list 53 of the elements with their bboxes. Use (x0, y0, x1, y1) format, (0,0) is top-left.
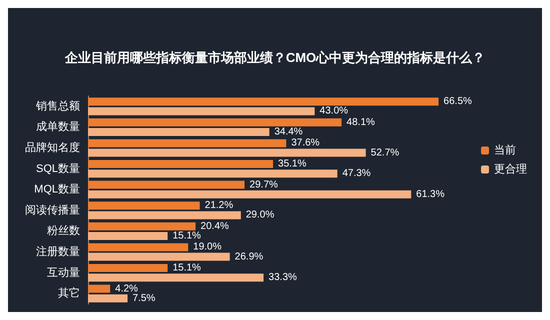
data-label: 47.3% (342, 168, 371, 180)
data-label: 33.3% (268, 272, 297, 284)
data-label: 37.6% (291, 138, 320, 149)
data-label: 43.0% (320, 106, 348, 117)
data-label: 48.1% (346, 116, 376, 128)
y-tick-label: 其它 (58, 286, 80, 300)
data-label: 35.1% (278, 158, 306, 170)
bar (88, 232, 168, 240)
y-tick-label: MQL数量 (34, 184, 80, 196)
data-label: 26.9% (234, 251, 264, 262)
bar (88, 128, 270, 136)
bar (88, 107, 315, 116)
data-label: 66.5% (444, 96, 472, 108)
bar (88, 222, 196, 230)
y-tick-label: 销售总额 (35, 99, 80, 112)
chart-title: 企业目前用哪些指标衡量市场部业绩？CMO心中更为合理的指标是什么？ (64, 50, 486, 65)
bar (88, 264, 168, 272)
data-label: 7.5% (132, 292, 156, 304)
data-label: 29.7% (250, 179, 278, 190)
bar (88, 190, 412, 198)
data-label: 21.2% (204, 200, 234, 212)
bar (88, 274, 264, 282)
data-label: 4.2% (115, 283, 138, 294)
y-tick-label: 注册数量 (36, 245, 80, 258)
bar (88, 243, 188, 252)
legend-label: 当前 (494, 144, 516, 156)
bar (88, 139, 286, 148)
bar (88, 160, 274, 168)
bar (88, 170, 338, 178)
bar (88, 202, 200, 210)
bar (88, 284, 110, 293)
bar (88, 211, 241, 220)
bar (88, 118, 342, 126)
y-tick-label: SQL数量 (36, 162, 80, 175)
y-tick-label: 粉丝数 (47, 224, 80, 238)
data-label: 52.7% (370, 147, 400, 158)
data-label: 15.1% (172, 230, 202, 242)
data-label: 61.3% (416, 188, 445, 200)
y-tick-label: 互动量 (47, 266, 80, 279)
legend-label: 更合理 (494, 162, 527, 176)
y-tick-label: 阅读传播量 (25, 203, 80, 216)
bar (88, 294, 128, 302)
y-tick-label: 品牌知名度 (25, 141, 80, 154)
bar (88, 148, 366, 157)
data-label: 19.0% (193, 242, 222, 253)
y-tick-label: 成单数量 (36, 120, 80, 134)
bar (88, 98, 439, 106)
data-label: 20.4% (200, 220, 229, 232)
data-label: 34.4% (274, 126, 303, 138)
data-label: 29.0% (246, 210, 274, 221)
bar (88, 180, 245, 189)
data-label: 15.1% (172, 262, 202, 274)
bar (88, 252, 230, 261)
